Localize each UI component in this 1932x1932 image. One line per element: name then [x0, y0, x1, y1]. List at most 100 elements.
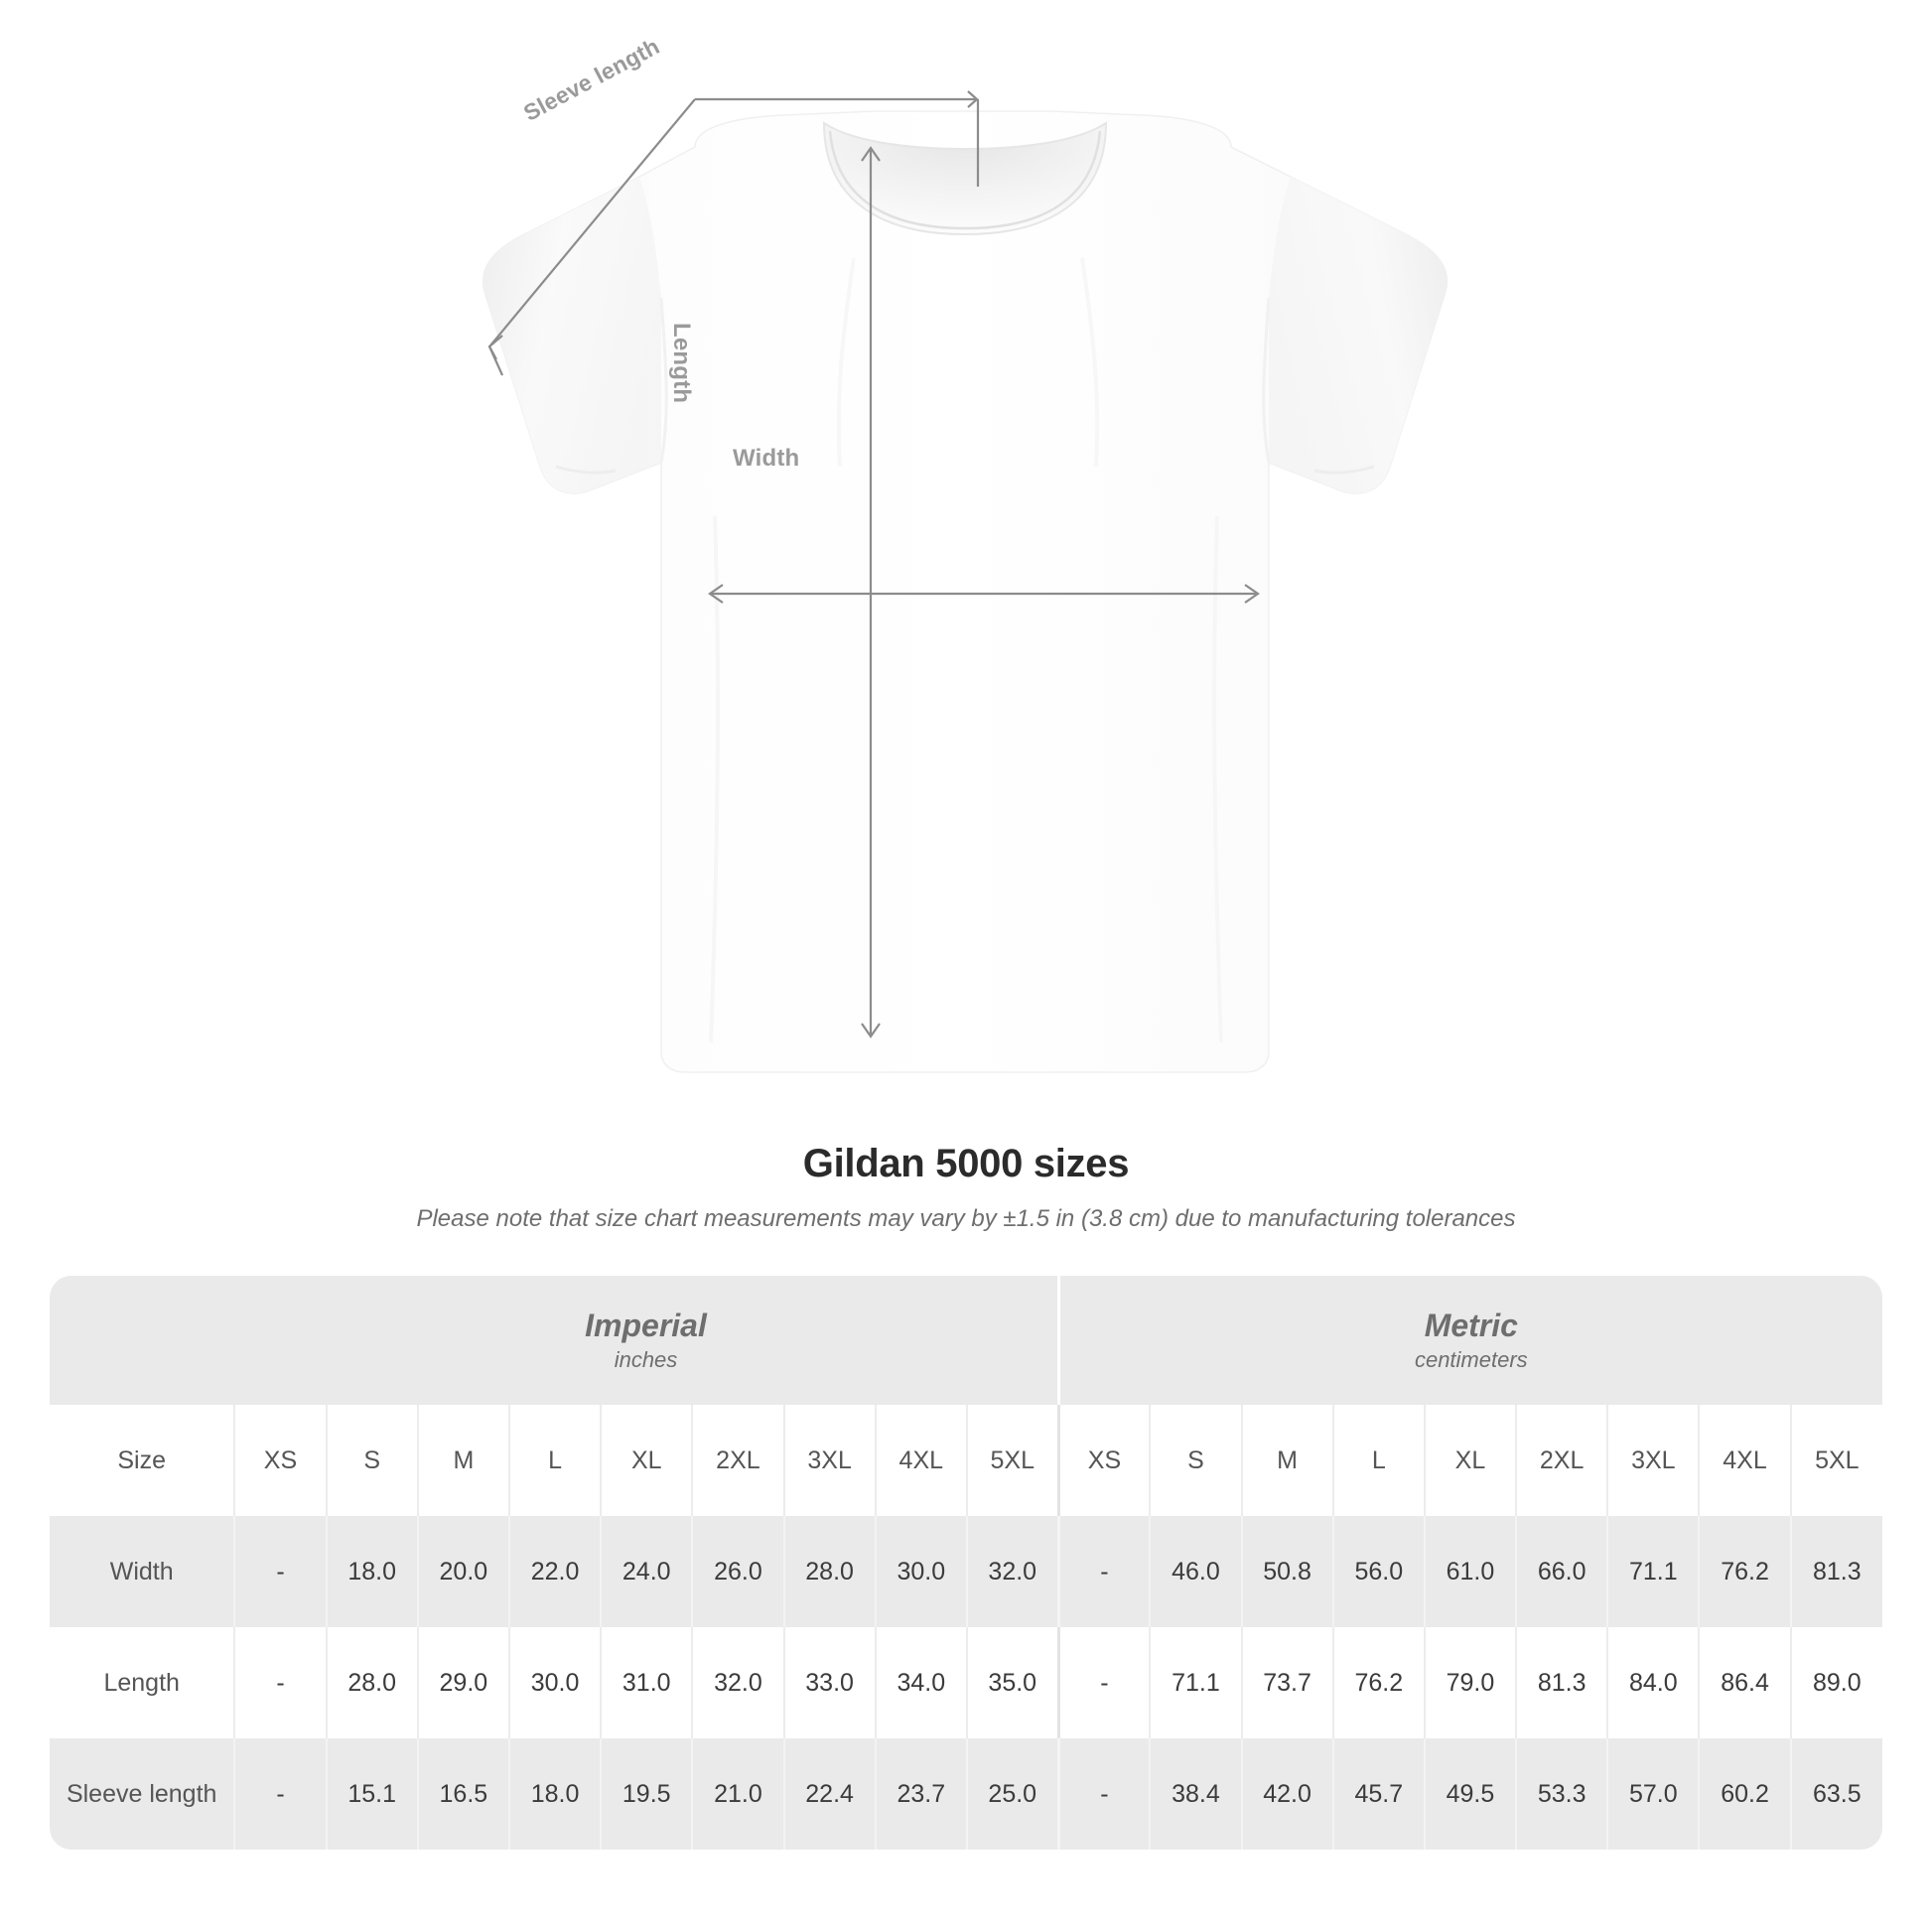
row-label-width: Width	[50, 1516, 235, 1627]
cell-width-imperial-xs: -	[233, 1516, 327, 1627]
cell-width-metric-2xl: 66.0	[1515, 1516, 1608, 1627]
cell-sleeve-length-metric-m: 42.0	[1240, 1738, 1333, 1850]
cell-sleeve-length-metric-2xl: 53.3	[1515, 1738, 1608, 1850]
shirt-body-group	[482, 110, 1449, 1073]
cell-sleeve-length-metric-5xl: 63.5	[1789, 1738, 1882, 1850]
cell-width-imperial-s: 18.0	[325, 1516, 418, 1627]
size-header-l-metric: L	[1331, 1405, 1425, 1516]
cell-length-imperial-4xl: 34.0	[874, 1627, 967, 1738]
size-header-s-metric: S	[1149, 1405, 1242, 1516]
size-header-m-metric: M	[1240, 1405, 1333, 1516]
cell-length-imperial-l: 30.0	[507, 1627, 602, 1738]
cell-width-imperial-3xl: 28.0	[782, 1516, 876, 1627]
cell-width-metric-4xl: 76.2	[1698, 1516, 1791, 1627]
cell-length-imperial-5xl: 35.0	[965, 1627, 1059, 1738]
size-header-2xl-imperial: 2XL	[691, 1405, 784, 1516]
length-label: Length	[668, 323, 695, 404]
cell-width-imperial-4xl: 30.0	[874, 1516, 967, 1627]
cell-length-metric-l: 76.2	[1331, 1627, 1425, 1738]
cell-width-imperial-2xl: 26.0	[691, 1516, 784, 1627]
cell-sleeve-length-metric-l: 45.7	[1331, 1738, 1425, 1850]
chart-heading: Gildan 5000 sizes Please note that size …	[0, 1142, 1932, 1233]
row-label-length: Length	[50, 1627, 235, 1738]
size-chart-table-container: Imperial inches Metric centimeters Size XS S M L…	[50, 1276, 1882, 1850]
cell-sleeve-length-imperial-s: 15.1	[325, 1738, 418, 1850]
size-header-xs-metric: XS	[1056, 1405, 1151, 1516]
unit-group-name: Metric	[1424, 1307, 1518, 1343]
cell-sleeve-length-metric-4xl: 60.2	[1698, 1738, 1791, 1850]
cell-length-metric-5xl: 89.0	[1789, 1627, 1882, 1738]
size-header-3xl-metric: 3XL	[1606, 1405, 1700, 1516]
size-header-3xl-imperial: 3XL	[782, 1405, 876, 1516]
sleeve-length-dimension	[487, 90, 980, 376]
cell-sleeve-length-imperial-m: 16.5	[416, 1738, 509, 1850]
cell-width-imperial-m: 20.0	[416, 1516, 509, 1627]
cell-length-metric-m: 73.7	[1240, 1627, 1333, 1738]
tolerance-note: Please note that size chart measurements…	[416, 1205, 1516, 1232]
size-header-xs-imperial: XS	[233, 1405, 327, 1516]
cell-width-metric-s: 46.0	[1149, 1516, 1242, 1627]
length-dimension	[861, 146, 881, 1038]
cell-length-metric-xs: -	[1056, 1627, 1151, 1738]
cell-sleeve-length-metric-xl: 49.5	[1423, 1738, 1517, 1850]
size-header-row: Size XS S M L XL 2XL 3XL 4XL 5XL XS S M L XL 2XL 3XL 4XL 5…	[50, 1405, 1882, 1516]
cell-width-imperial-xl: 24.0	[600, 1516, 693, 1627]
cell-length-metric-xl: 79.0	[1423, 1627, 1517, 1738]
size-header-m-imperial: M	[416, 1405, 509, 1516]
page-title: Gildan 5000 sizes	[802, 1142, 1130, 1185]
cell-width-metric-m: 50.8	[1240, 1516, 1333, 1627]
cell-width-metric-xs: -	[1056, 1516, 1151, 1627]
cell-width-metric-3xl: 71.1	[1606, 1516, 1700, 1627]
size-header-5xl-metric: 5XL	[1789, 1405, 1882, 1516]
cell-length-imperial-3xl: 33.0	[782, 1627, 876, 1738]
unit-group-header-row: Imperial inches Metric centimeters	[50, 1276, 1882, 1405]
unit-header-spacer	[50, 1276, 235, 1405]
table-row: Sleeve length -15.1 16.5 18.0 19.5 21.0 22.4 23…	[50, 1738, 1882, 1850]
size-header-4xl-metric: 4XL	[1698, 1405, 1791, 1516]
size-header-2xl-metric: 2XL	[1515, 1405, 1608, 1516]
cell-length-imperial-xs: -	[233, 1627, 327, 1738]
cell-length-imperial-s: 28.0	[325, 1627, 418, 1738]
size-header-xl-metric: XL	[1423, 1405, 1517, 1516]
cell-width-imperial-l: 22.0	[507, 1516, 602, 1627]
cell-sleeve-length-imperial-xl: 19.5	[600, 1738, 693, 1850]
size-column-header: Size	[50, 1405, 235, 1516]
cell-sleeve-length-imperial-3xl: 22.4	[782, 1738, 876, 1850]
cell-length-metric-4xl: 86.4	[1698, 1627, 1791, 1738]
cell-sleeve-length-imperial-xs: -	[233, 1738, 327, 1850]
unit-group-unit: inches	[614, 1347, 678, 1373]
unit-group-metric: Metric centimeters	[1056, 1276, 1882, 1405]
row-label-sleeve-length: Sleeve length	[50, 1738, 235, 1850]
table-row: Length -28.0 29.0 30.0 31.0 32.0 33.0 34.0 35.0-…	[50, 1627, 1882, 1738]
cell-length-imperial-2xl: 32.0	[691, 1627, 784, 1738]
cell-length-metric-3xl: 84.0	[1606, 1627, 1700, 1738]
width-dimension	[708, 584, 1260, 604]
cell-sleeve-length-imperial-5xl: 25.0	[965, 1738, 1059, 1850]
cell-width-imperial-5xl: 32.0	[965, 1516, 1059, 1627]
cell-length-imperial-m: 29.0	[416, 1627, 509, 1738]
unit-group-name: Imperial	[585, 1307, 707, 1343]
cell-length-metric-2xl: 81.3	[1515, 1627, 1608, 1738]
size-header-l-imperial: L	[507, 1405, 602, 1516]
cell-length-metric-s: 71.1	[1149, 1627, 1242, 1738]
size-header-s-imperial: S	[325, 1405, 418, 1516]
cell-sleeve-length-imperial-l: 18.0	[507, 1738, 602, 1850]
cell-width-metric-5xl: 81.3	[1789, 1516, 1882, 1627]
dimension-lines	[487, 90, 1260, 1038]
cell-width-metric-l: 56.0	[1331, 1516, 1425, 1627]
unit-group-imperial: Imperial inches	[234, 1276, 1059, 1405]
cell-sleeve-length-metric-3xl: 57.0	[1606, 1738, 1700, 1850]
size-header-4xl-imperial: 4XL	[874, 1405, 967, 1516]
cell-sleeve-length-metric-s: 38.4	[1149, 1738, 1242, 1850]
cell-sleeve-length-imperial-4xl: 23.7	[874, 1738, 967, 1850]
width-label: Width	[733, 445, 800, 472]
tshirt-illustration	[482, 90, 1449, 1073]
tshirt-diagram: Sleeve length Length Width	[482, 33, 1449, 1073]
size-chart-table: Imperial inches Metric centimeters Size XS S M L…	[50, 1276, 1882, 1850]
unit-group-unit: centimeters	[1414, 1347, 1528, 1373]
cell-width-metric-xl: 61.0	[1423, 1516, 1517, 1627]
cell-length-imperial-xl: 31.0	[600, 1627, 693, 1738]
size-header-5xl-imperial: 5XL	[965, 1405, 1059, 1516]
cell-sleeve-length-imperial-2xl: 21.0	[691, 1738, 784, 1850]
